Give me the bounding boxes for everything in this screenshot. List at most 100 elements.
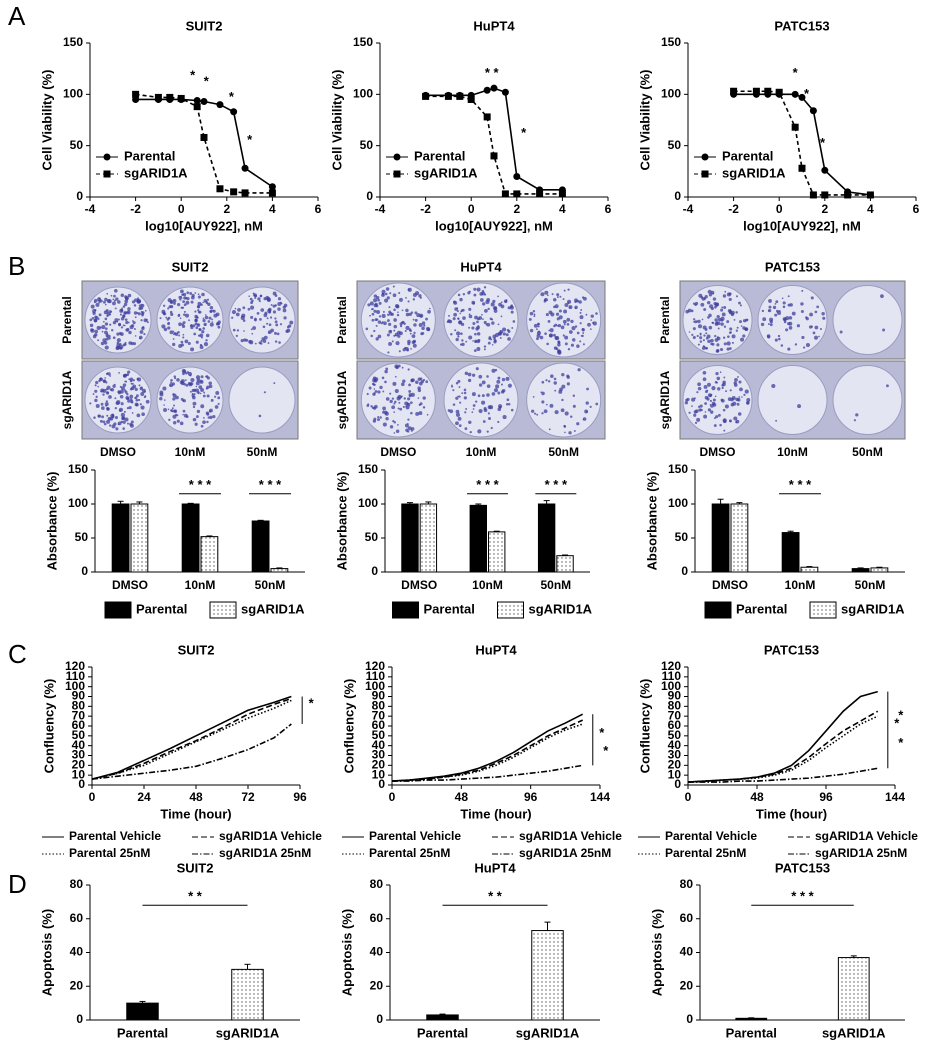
colony [570, 343, 574, 347]
colony [101, 325, 106, 330]
marker [483, 86, 491, 94]
marker [216, 101, 224, 109]
colony [182, 336, 185, 339]
colony [141, 412, 145, 417]
bar [851, 568, 870, 573]
colony [173, 302, 176, 305]
colony [94, 398, 98, 403]
colony [122, 324, 125, 327]
colony [567, 288, 570, 291]
colony [774, 338, 778, 342]
colony [366, 404, 370, 407]
colony [245, 338, 249, 342]
colony [412, 343, 417, 348]
colony [167, 307, 170, 310]
legend-label: Parental Vehicle [69, 829, 161, 843]
colony [98, 299, 101, 302]
colony [127, 293, 132, 298]
colony [106, 332, 109, 336]
chart-title: SUIT2 [177, 860, 214, 875]
colony [176, 378, 180, 382]
colony [130, 420, 134, 424]
colony [388, 342, 392, 346]
colony [467, 372, 472, 377]
significance: * [247, 132, 253, 147]
colony [421, 326, 425, 331]
colony [502, 332, 506, 336]
error-bar [206, 535, 213, 537]
y-tick-label: 40 [370, 945, 384, 959]
colony [550, 374, 554, 378]
colony [488, 337, 491, 340]
colony [537, 325, 540, 328]
y-tick-label: 80 [370, 877, 384, 891]
y-tick-label: 110 [66, 669, 86, 683]
colony [740, 337, 745, 342]
colony [136, 299, 141, 304]
colony [270, 328, 274, 333]
colony [99, 326, 102, 329]
colony [200, 336, 203, 339]
marker [241, 189, 249, 197]
colony [688, 411, 691, 414]
colony [129, 379, 133, 383]
y-tick-label: 60 [668, 718, 682, 732]
colony [491, 343, 494, 346]
colony [159, 392, 164, 397]
y-tick-label: 100 [353, 87, 373, 101]
colony [399, 297, 403, 302]
colony [709, 404, 712, 406]
error-bar [544, 921, 551, 931]
marker [166, 93, 174, 101]
colony [559, 387, 563, 392]
colony [414, 318, 418, 322]
colony [217, 325, 221, 329]
colony [368, 386, 372, 390]
colony [122, 314, 126, 318]
colony [201, 292, 205, 297]
y-axis-label: Apoptosis (%) [339, 909, 354, 996]
y-tick-label: 20 [70, 978, 84, 992]
y-tick-label: 100 [358, 496, 378, 510]
colony [465, 340, 468, 343]
colony [386, 296, 390, 300]
colony [398, 401, 401, 404]
colony [500, 304, 505, 309]
colony [395, 341, 400, 346]
colony [418, 323, 423, 327]
colony [373, 388, 376, 390]
colony [397, 311, 399, 314]
colony [383, 321, 387, 326]
colony [478, 408, 483, 414]
colony [371, 312, 375, 316]
colony [146, 321, 149, 324]
colony [426, 413, 429, 416]
series-line [391, 713, 584, 782]
y-tick-label: 70 [668, 708, 682, 722]
colony [455, 381, 459, 385]
colony [192, 401, 197, 406]
colony [130, 341, 135, 346]
colony [452, 317, 456, 321]
colony [496, 379, 501, 384]
colony [578, 300, 582, 304]
colony [108, 395, 112, 399]
colony [694, 303, 697, 307]
colony [729, 347, 732, 350]
colony [491, 321, 495, 325]
colony [739, 320, 742, 324]
colony [735, 295, 739, 298]
colony [706, 334, 711, 339]
error-bar [406, 502, 413, 504]
colony [726, 320, 730, 324]
colony [365, 327, 369, 331]
colony [377, 334, 382, 339]
colony [100, 341, 105, 346]
colony [490, 302, 495, 307]
series-line [733, 90, 871, 196]
error-bar [850, 955, 857, 958]
colony [720, 308, 724, 312]
colony [209, 306, 214, 310]
x-tick-label: -2 [728, 202, 739, 216]
colony [124, 343, 127, 346]
